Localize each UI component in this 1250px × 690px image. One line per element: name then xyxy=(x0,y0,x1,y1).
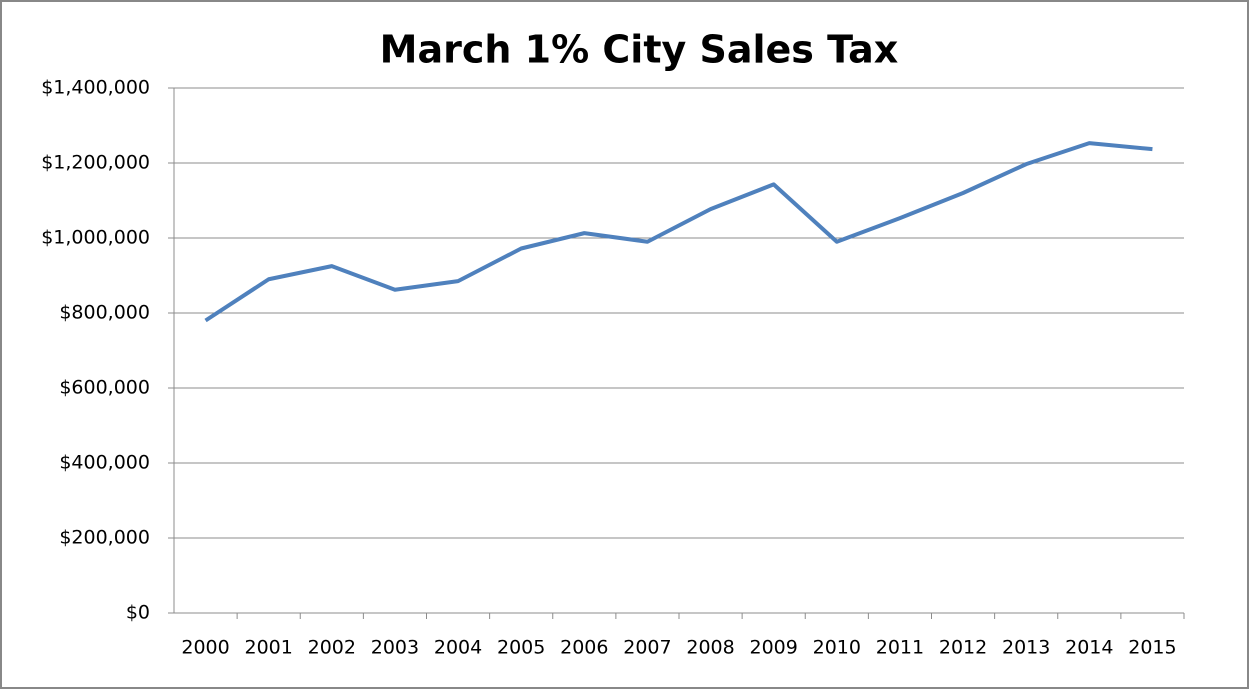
x-tick-label: 2009 xyxy=(750,637,798,659)
y-tick-label: $800,000 xyxy=(59,302,150,324)
y-tick-label: $200,000 xyxy=(59,527,150,549)
x-tick-label: 2002 xyxy=(308,637,356,659)
y-tick-label: $1,200,000 xyxy=(41,152,150,174)
x-tick-label: 2003 xyxy=(371,637,419,659)
y-tick-label: $1,400,000 xyxy=(41,77,150,99)
x-tick-label: 2007 xyxy=(623,637,671,659)
x-tick-label: 2000 xyxy=(181,637,229,659)
y-tick-label: $1,000,000 xyxy=(41,227,150,249)
x-tick-label: 2005 xyxy=(497,637,545,659)
data-line xyxy=(204,141,1153,323)
y-tick-label: $0 xyxy=(126,602,150,624)
x-tick-label: 2011 xyxy=(876,637,924,659)
x-tick-label: 2006 xyxy=(560,637,608,659)
y-tick-label: $600,000 xyxy=(59,377,150,399)
y-tick-label: $400,000 xyxy=(59,452,150,474)
chart-title: March 1% City Sales Tax xyxy=(380,28,899,72)
x-tick-label: 2012 xyxy=(939,637,987,659)
x-tick-label: 2015 xyxy=(1128,637,1176,659)
x-tick-label: 2004 xyxy=(434,637,482,659)
x-tick-label: 2013 xyxy=(1002,637,1050,659)
x-tick-label: 2010 xyxy=(813,637,861,659)
x-tick-label: 2008 xyxy=(686,637,734,659)
x-tick-label: 2001 xyxy=(245,637,293,659)
x-tick-label: 2014 xyxy=(1065,637,1113,659)
